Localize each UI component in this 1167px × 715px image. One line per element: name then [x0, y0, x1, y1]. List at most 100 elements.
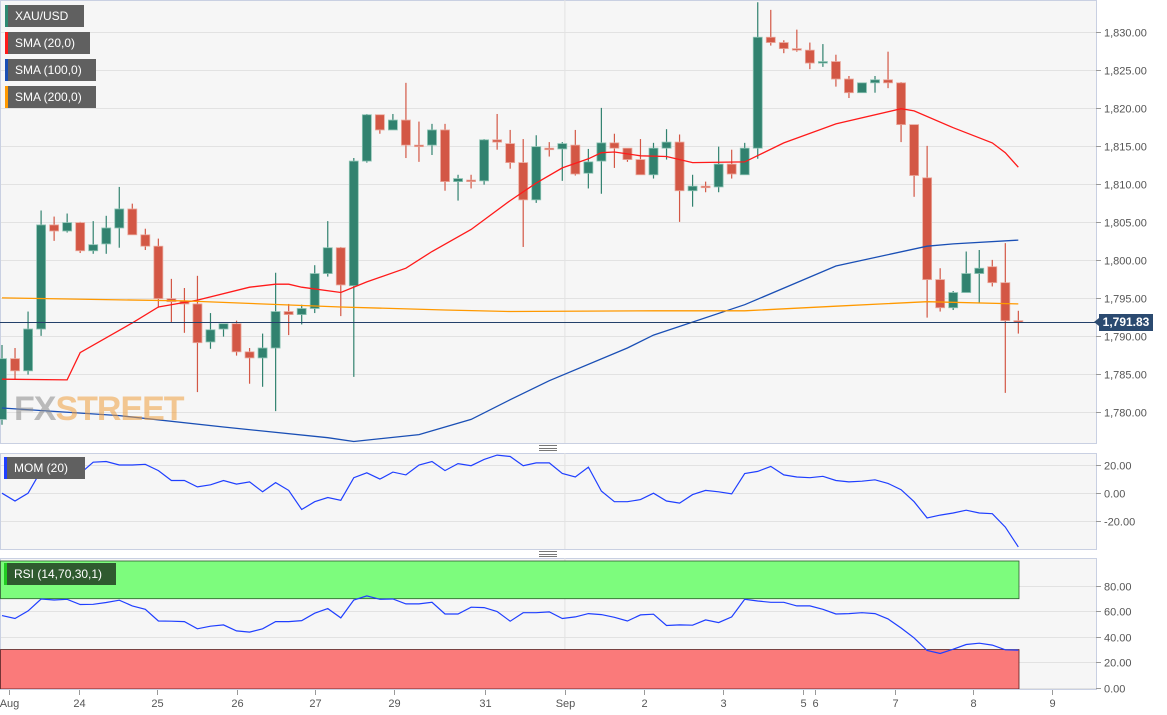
candle[interactable]	[453, 174, 463, 201]
candle[interactable]	[49, 216, 60, 241]
legend-rsi[interactable]: RSI (14,70,30,1)	[4, 563, 116, 585]
candle[interactable]	[648, 142, 659, 179]
candle[interactable]	[661, 129, 672, 160]
candle[interactable]	[10, 348, 20, 380]
candle[interactable]	[974, 249, 985, 304]
legend-sma-20[interactable]: SMA (20,0)	[5, 32, 90, 54]
candle[interactable]	[270, 272, 281, 412]
y-tick-label: 40.00	[1104, 633, 1132, 645]
candle[interactable]	[153, 238, 164, 308]
candle[interactable]	[88, 221, 99, 254]
candle[interactable]	[479, 139, 490, 185]
candle[interactable]	[609, 133, 620, 168]
candle[interactable]	[987, 259, 998, 287]
rsi-panel[interactable]: 80.00 60.00 40.00 20.00 0.00	[0, 558, 1132, 696]
candle[interactable]	[205, 313, 216, 349]
candle[interactable]	[804, 42, 815, 70]
legend-sma-200[interactable]: SMA (200,0)	[5, 86, 96, 108]
candle[interactable]	[75, 221, 86, 254]
candle[interactable]	[348, 158, 359, 377]
candle[interactable]	[1000, 243, 1011, 393]
candle[interactable]	[401, 82, 411, 159]
candle[interactable]	[244, 348, 255, 384]
color-swatch	[5, 59, 8, 81]
candle-body-up	[218, 323, 229, 330]
candle[interactable]	[844, 75, 854, 99]
candle[interactable]	[387, 113, 398, 131]
candle-body-up	[88, 244, 99, 252]
candle[interactable]	[440, 123, 450, 191]
x-tick-label: 24	[73, 698, 85, 710]
x-tick-label: 9	[1049, 698, 1055, 710]
candle[interactable]	[322, 221, 333, 277]
candle[interactable]	[935, 268, 946, 312]
candle[interactable]	[140, 228, 151, 250]
candle[interactable]	[427, 123, 437, 156]
candle[interactable]	[283, 303, 294, 336]
momentum-panel[interactable]: 20.00 0.00 -20.00	[0, 453, 1136, 550]
candle[interactable]	[231, 320, 242, 356]
candle[interactable]	[127, 203, 138, 236]
candle[interactable]	[883, 51, 893, 89]
legend-label: XAU/USD	[15, 9, 69, 23]
candle[interactable]	[466, 174, 476, 189]
candle[interactable]	[674, 134, 685, 222]
candle[interactable]	[831, 54, 841, 87]
candle[interactable]	[870, 75, 880, 93]
candle[interactable]	[492, 113, 503, 150]
candle[interactable]	[414, 121, 424, 162]
candle[interactable]	[791, 29, 802, 52]
legend-instrument[interactable]: XAU/USD	[5, 5, 84, 27]
legend-label: SMA (20,0)	[15, 36, 76, 50]
candle[interactable]	[857, 82, 867, 94]
candle-body-up	[857, 82, 867, 94]
candle[interactable]	[101, 215, 112, 254]
y-tick-label: 20.00	[1104, 658, 1132, 670]
price-panel[interactable]: 1,830.00 1,825.00 1,820.00 1,815.00 1,810.00…	[0, 0, 1147, 444]
candle-body-down	[844, 78, 854, 94]
candle[interactable]	[909, 124, 919, 197]
candle-body-up	[870, 79, 880, 84]
candle[interactable]	[635, 139, 646, 176]
legend-sma-100[interactable]: SMA (100,0)	[5, 59, 96, 81]
candle[interactable]	[505, 129, 516, 169]
candle[interactable]	[948, 291, 959, 311]
candle[interactable]	[752, 2, 763, 159]
candle[interactable]	[961, 251, 972, 293]
candle[interactable]	[192, 275, 203, 393]
candle[interactable]	[218, 323, 229, 337]
candle[interactable]	[726, 149, 737, 179]
candle[interactable]	[700, 181, 711, 193]
candle[interactable]	[296, 304, 307, 325]
candle[interactable]	[713, 146, 724, 193]
candle[interactable]	[583, 148, 594, 189]
resize-handle-rsi[interactable]	[539, 551, 557, 557]
candle[interactable]	[62, 213, 73, 233]
candle-body-down	[49, 224, 60, 232]
candle[interactable]	[778, 40, 789, 54]
candle[interactable]	[687, 174, 698, 207]
legend-momentum[interactable]: MOM (20)	[4, 457, 85, 479]
candle[interactable]	[817, 44, 828, 67]
candle[interactable]	[570, 129, 581, 176]
candle[interactable]	[557, 142, 568, 181]
resize-handle-momentum[interactable]	[539, 445, 557, 451]
candle[interactable]	[36, 210, 46, 336]
legend-label: SMA (100,0)	[15, 63, 82, 77]
candle[interactable]	[361, 113, 372, 163]
candle-body-up	[387, 119, 398, 131]
candle[interactable]	[922, 145, 933, 318]
candle-body-down	[831, 61, 841, 80]
candle[interactable]	[765, 9, 776, 46]
candle[interactable]	[335, 246, 346, 317]
candle[interactable]	[114, 186, 125, 248]
candle[interactable]	[257, 333, 268, 387]
candle-body-up	[296, 308, 307, 315]
candle[interactable]	[531, 135, 542, 203]
candle[interactable]	[374, 114, 385, 134]
candle[interactable]	[896, 82, 906, 143]
candle[interactable]	[518, 139, 529, 247]
candle[interactable]	[0, 344, 7, 425]
candle[interactable]	[544, 142, 555, 157]
